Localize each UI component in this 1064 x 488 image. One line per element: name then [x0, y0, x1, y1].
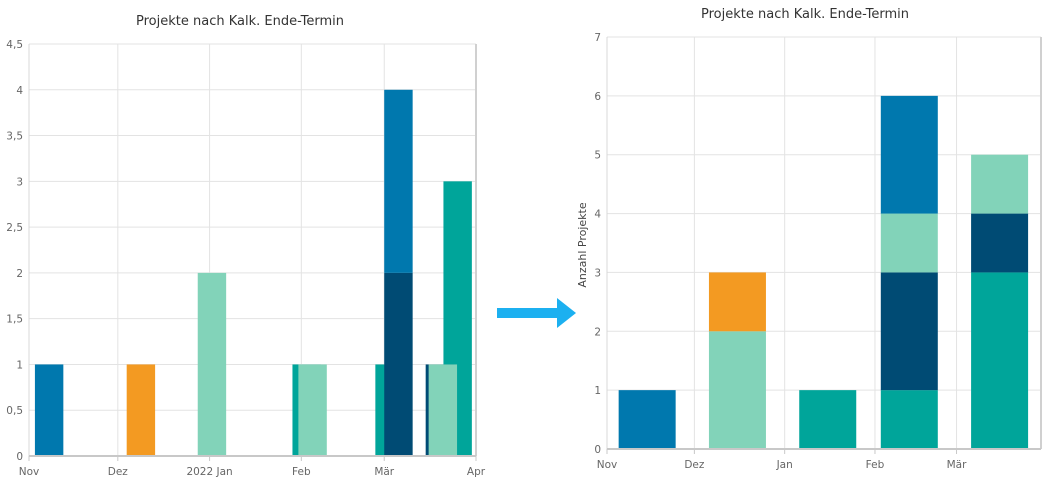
bar-navy	[384, 272, 413, 456]
y-tick-label: 7	[594, 32, 601, 44]
bar-orange	[126, 364, 156, 456]
x-tick-label: Jan	[776, 459, 793, 471]
y-tick-label: 3	[16, 176, 23, 188]
y-tick-label: 2,5	[6, 222, 23, 234]
bar-blue	[34, 364, 64, 456]
arrow-shaft	[497, 308, 559, 318]
y-tick-label: 1,5	[6, 314, 23, 326]
y-tick-label: 6	[594, 91, 601, 103]
bar-segment-navy	[971, 213, 1029, 273]
x-tick-label: Mär	[947, 459, 967, 471]
bar-mint	[298, 364, 327, 456]
bar-segment-blue	[880, 95, 938, 214]
arrow-head	[557, 298, 576, 328]
bar-segment-orange	[708, 272, 766, 332]
y-tick-label: 3	[594, 267, 601, 279]
y-tick-label: 2	[16, 268, 23, 280]
y-tick-label: 5	[594, 150, 601, 162]
bar-blue	[384, 89, 413, 273]
y-tick-label: 2	[594, 326, 601, 338]
bar-segment-mint	[880, 213, 938, 273]
x-tick-label: 2022 Jan	[186, 466, 232, 478]
chart-left: Projekte nach Kalk. Ende-Termin 0 0,5 1 1,5…	[6, 14, 485, 478]
bars	[34, 89, 472, 457]
bar-segment-teal	[971, 272, 1029, 449]
chart-title: Projekte nach Kalk. Ende-Termin	[701, 7, 909, 22]
bar-segment-blue	[618, 390, 676, 449]
y-tick-label: 1	[594, 385, 601, 397]
bar-mint	[428, 364, 458, 456]
arrow-right-icon	[497, 298, 576, 328]
x-tick-label: Dez	[684, 459, 705, 471]
y-tick-label: 0	[16, 451, 23, 463]
chart-title: Projekte nach Kalk. Ende-Termin	[136, 14, 344, 29]
x-tick-label: Mär	[374, 466, 394, 478]
bar-segment-teal	[880, 390, 938, 449]
x-tick-label: Apr	[467, 466, 486, 478]
y-tick-label: 4	[594, 209, 601, 221]
y-tick-label: 0,5	[6, 405, 23, 417]
x-tick-label: Feb	[292, 466, 311, 478]
bar-segment-mint	[708, 331, 766, 449]
y-tick-label: 4	[16, 85, 23, 97]
bar-mint	[197, 272, 227, 456]
x-tick-label: Nov	[19, 466, 40, 478]
y-tick-label: 0	[594, 444, 601, 456]
x-tick-label: Dez	[108, 466, 129, 478]
bar-segment-navy	[880, 272, 938, 391]
bar-segment-teal	[799, 390, 857, 449]
bar-segment-mint	[971, 154, 1029, 214]
y-axis-label: Anzahl Projekte	[576, 202, 589, 287]
x-tick-label: Nov	[597, 459, 618, 471]
x-tick-label: Feb	[866, 459, 885, 471]
y-tick-label: 3,5	[6, 131, 23, 143]
chart-right: Projekte nach Kalk. Ende-Termin Anzahl P…	[576, 7, 1042, 471]
y-tick-label: 1	[16, 359, 23, 371]
y-tick-label: 4,5	[6, 39, 23, 51]
bars	[618, 95, 1029, 449]
